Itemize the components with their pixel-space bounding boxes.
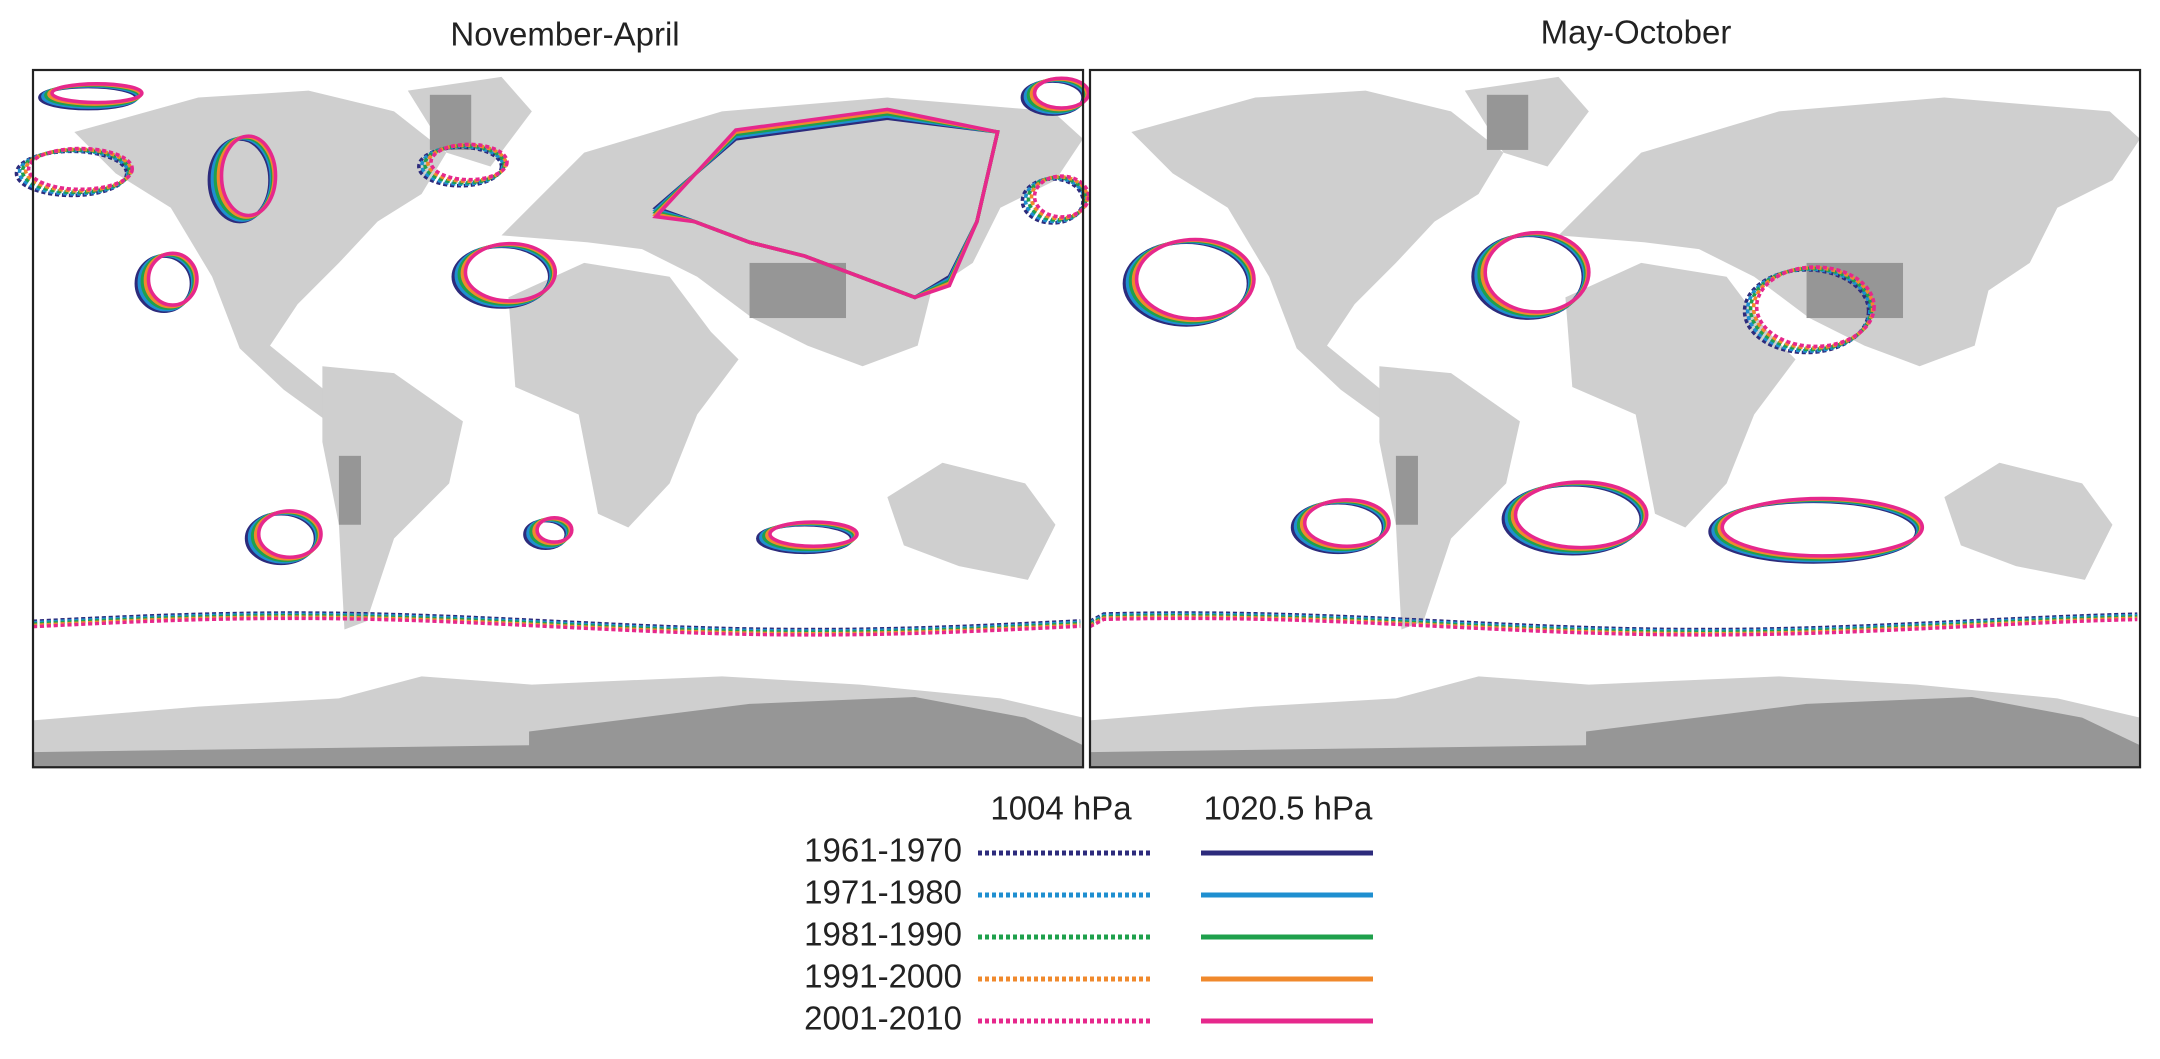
- legend: 1961-1970 1971-1980 1981-1990 1991-2000 2001…: [804, 832, 1373, 1037]
- map-panel: [1088, 68, 2142, 769]
- contour: [1302, 498, 1391, 549]
- contour: [463, 241, 558, 303]
- contour: [768, 520, 859, 549]
- legend-header: 1020.5 hPa: [1204, 790, 1373, 827]
- contour: [652, 107, 1000, 300]
- contour: [32, 616, 1081, 637]
- contour: [535, 516, 574, 544]
- contour: [1032, 76, 1091, 110]
- panel-title: November-April: [450, 16, 679, 53]
- legend-label: 2001-2010: [804, 1000, 962, 1037]
- contour: [1134, 237, 1256, 321]
- legend-label: 1971-1980: [804, 874, 962, 911]
- contour: [1513, 480, 1649, 550]
- contour: [26, 146, 135, 192]
- contour: [1483, 230, 1591, 314]
- legend-label: 1981-1990: [804, 916, 962, 953]
- legend-header: 1004 hPa: [990, 790, 1132, 827]
- contour: [256, 509, 323, 560]
- contour: [219, 134, 278, 218]
- legend-label: 1991-2000: [804, 958, 962, 995]
- contour: [429, 142, 509, 182]
- contour: [146, 251, 199, 307]
- contour: [1754, 265, 1876, 349]
- contour: [1089, 616, 2138, 637]
- contour: [1032, 174, 1091, 219]
- map-panel: [14, 68, 1091, 769]
- contour: [50, 81, 144, 105]
- contour: [1720, 496, 1925, 558]
- panel-title: May-October: [1541, 14, 1732, 51]
- legend-label: 1961-1970: [804, 832, 962, 869]
